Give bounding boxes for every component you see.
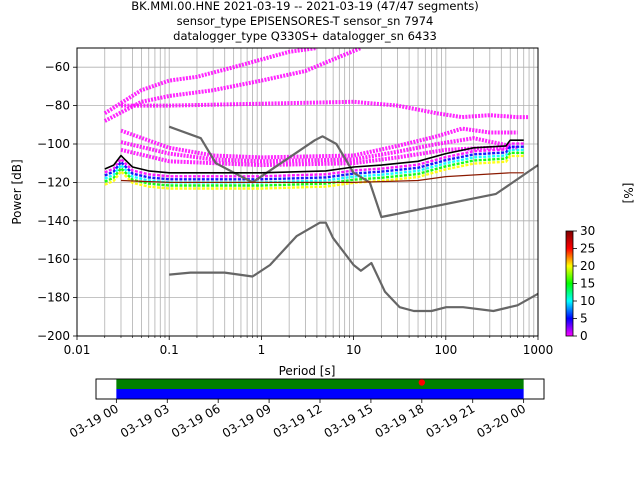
time-tick-label: 03-19 09 [220, 401, 274, 440]
x-axis-label: Period [s] [279, 364, 336, 378]
probability-band [121, 99, 530, 120]
psd-lines [104, 125, 538, 313]
time-tick-label: 03-19 00 [67, 401, 121, 440]
probability-core [104, 151, 524, 187]
x-tick-label: 1 [258, 343, 266, 357]
time-tick-label: 03-19 12 [271, 401, 325, 440]
probability-band [120, 136, 511, 164]
grid [77, 48, 538, 337]
time-tick-label: 03-19 21 [424, 401, 478, 440]
time-tick-label: 03-19 03 [118, 401, 172, 440]
time-tick-label: 03-19 15 [322, 401, 376, 440]
probability-core [104, 145, 524, 181]
colorbar: 0 5 10 15 20 25 30 [%] [565, 183, 635, 343]
y-tick-label: −140 [37, 214, 70, 228]
colorbar-ticks: 0 5 10 15 20 25 30 [573, 224, 595, 343]
probability-band [103, 48, 362, 123]
x-axis-ticks: 0.01 0.1 1 10 100 1000 [64, 336, 554, 357]
y-tick-label: −120 [37, 175, 70, 189]
x-tick-label: 1000 [523, 343, 554, 357]
colorbar-tick-label: 5 [580, 312, 588, 326]
plot-frame [76, 47, 539, 337]
y-axis-ticks: −60 −80 −100 −120 −140 −160 −180 −200 [37, 60, 77, 343]
probability-band [120, 145, 518, 168]
colorbar-tick-label: 0 [580, 329, 588, 343]
colorbar-gradient [565, 230, 574, 337]
time-tick-label: 03-19 18 [373, 401, 427, 440]
psd-line-model-low [169, 221, 538, 313]
time-tick-label: 03-20 00 [474, 401, 528, 440]
colorbar-tick-label: 20 [580, 259, 595, 273]
x-tick-label: 0.01 [64, 343, 91, 357]
colorbar-label: [%] [621, 183, 635, 204]
y-tick-label: −200 [37, 329, 70, 343]
y-tick-label: −100 [37, 137, 70, 151]
time-tick-label: 03-19 06 [169, 401, 223, 440]
colorbar-tick-label: 25 [580, 242, 595, 256]
probability-band [103, 48, 318, 115]
availability-bar-bottom [116, 389, 524, 399]
psd-probability-bands [103, 48, 530, 190]
title-line-2: sensor_type EPISENSORES-T sensor_sn 7974 [177, 14, 434, 28]
probability-band [120, 126, 518, 160]
x-tick-label: 10 [346, 343, 361, 357]
y-tick-label: −80 [45, 99, 70, 113]
colorbar-tick-label: 10 [580, 294, 595, 308]
probability-core [104, 148, 524, 184]
colorbar-tick-label: 30 [580, 224, 595, 238]
psd-line-mean [104, 139, 524, 174]
y-tick-label: −60 [45, 60, 70, 74]
y-tick-label: −180 [37, 291, 70, 305]
x-tick-label: 100 [434, 343, 457, 357]
title: BK.MMI.00.HNE 2021-03-19 -- 2021-03-19 (… [131, 0, 479, 43]
availability-bar-top [116, 379, 524, 389]
probability-core [104, 142, 524, 178]
colorbar-tick-label: 15 [580, 277, 595, 291]
title-line-1: BK.MMI.00.HNE 2021-03-19 -- 2021-03-19 (… [131, 0, 479, 13]
title-line-3: datalogger_type Q330S+ datalogger_sn 643… [173, 29, 437, 43]
psd-line-noise-floor [120, 172, 524, 183]
probability-core [104, 154, 524, 190]
psd-line-model-high [168, 125, 538, 219]
data-availability-strip [95, 378, 545, 400]
availability-marker [418, 379, 426, 386]
x-tick-label: 0.1 [160, 343, 179, 357]
y-tick-label: −160 [37, 252, 70, 266]
y-axis-label: Power [dB] [10, 159, 24, 224]
